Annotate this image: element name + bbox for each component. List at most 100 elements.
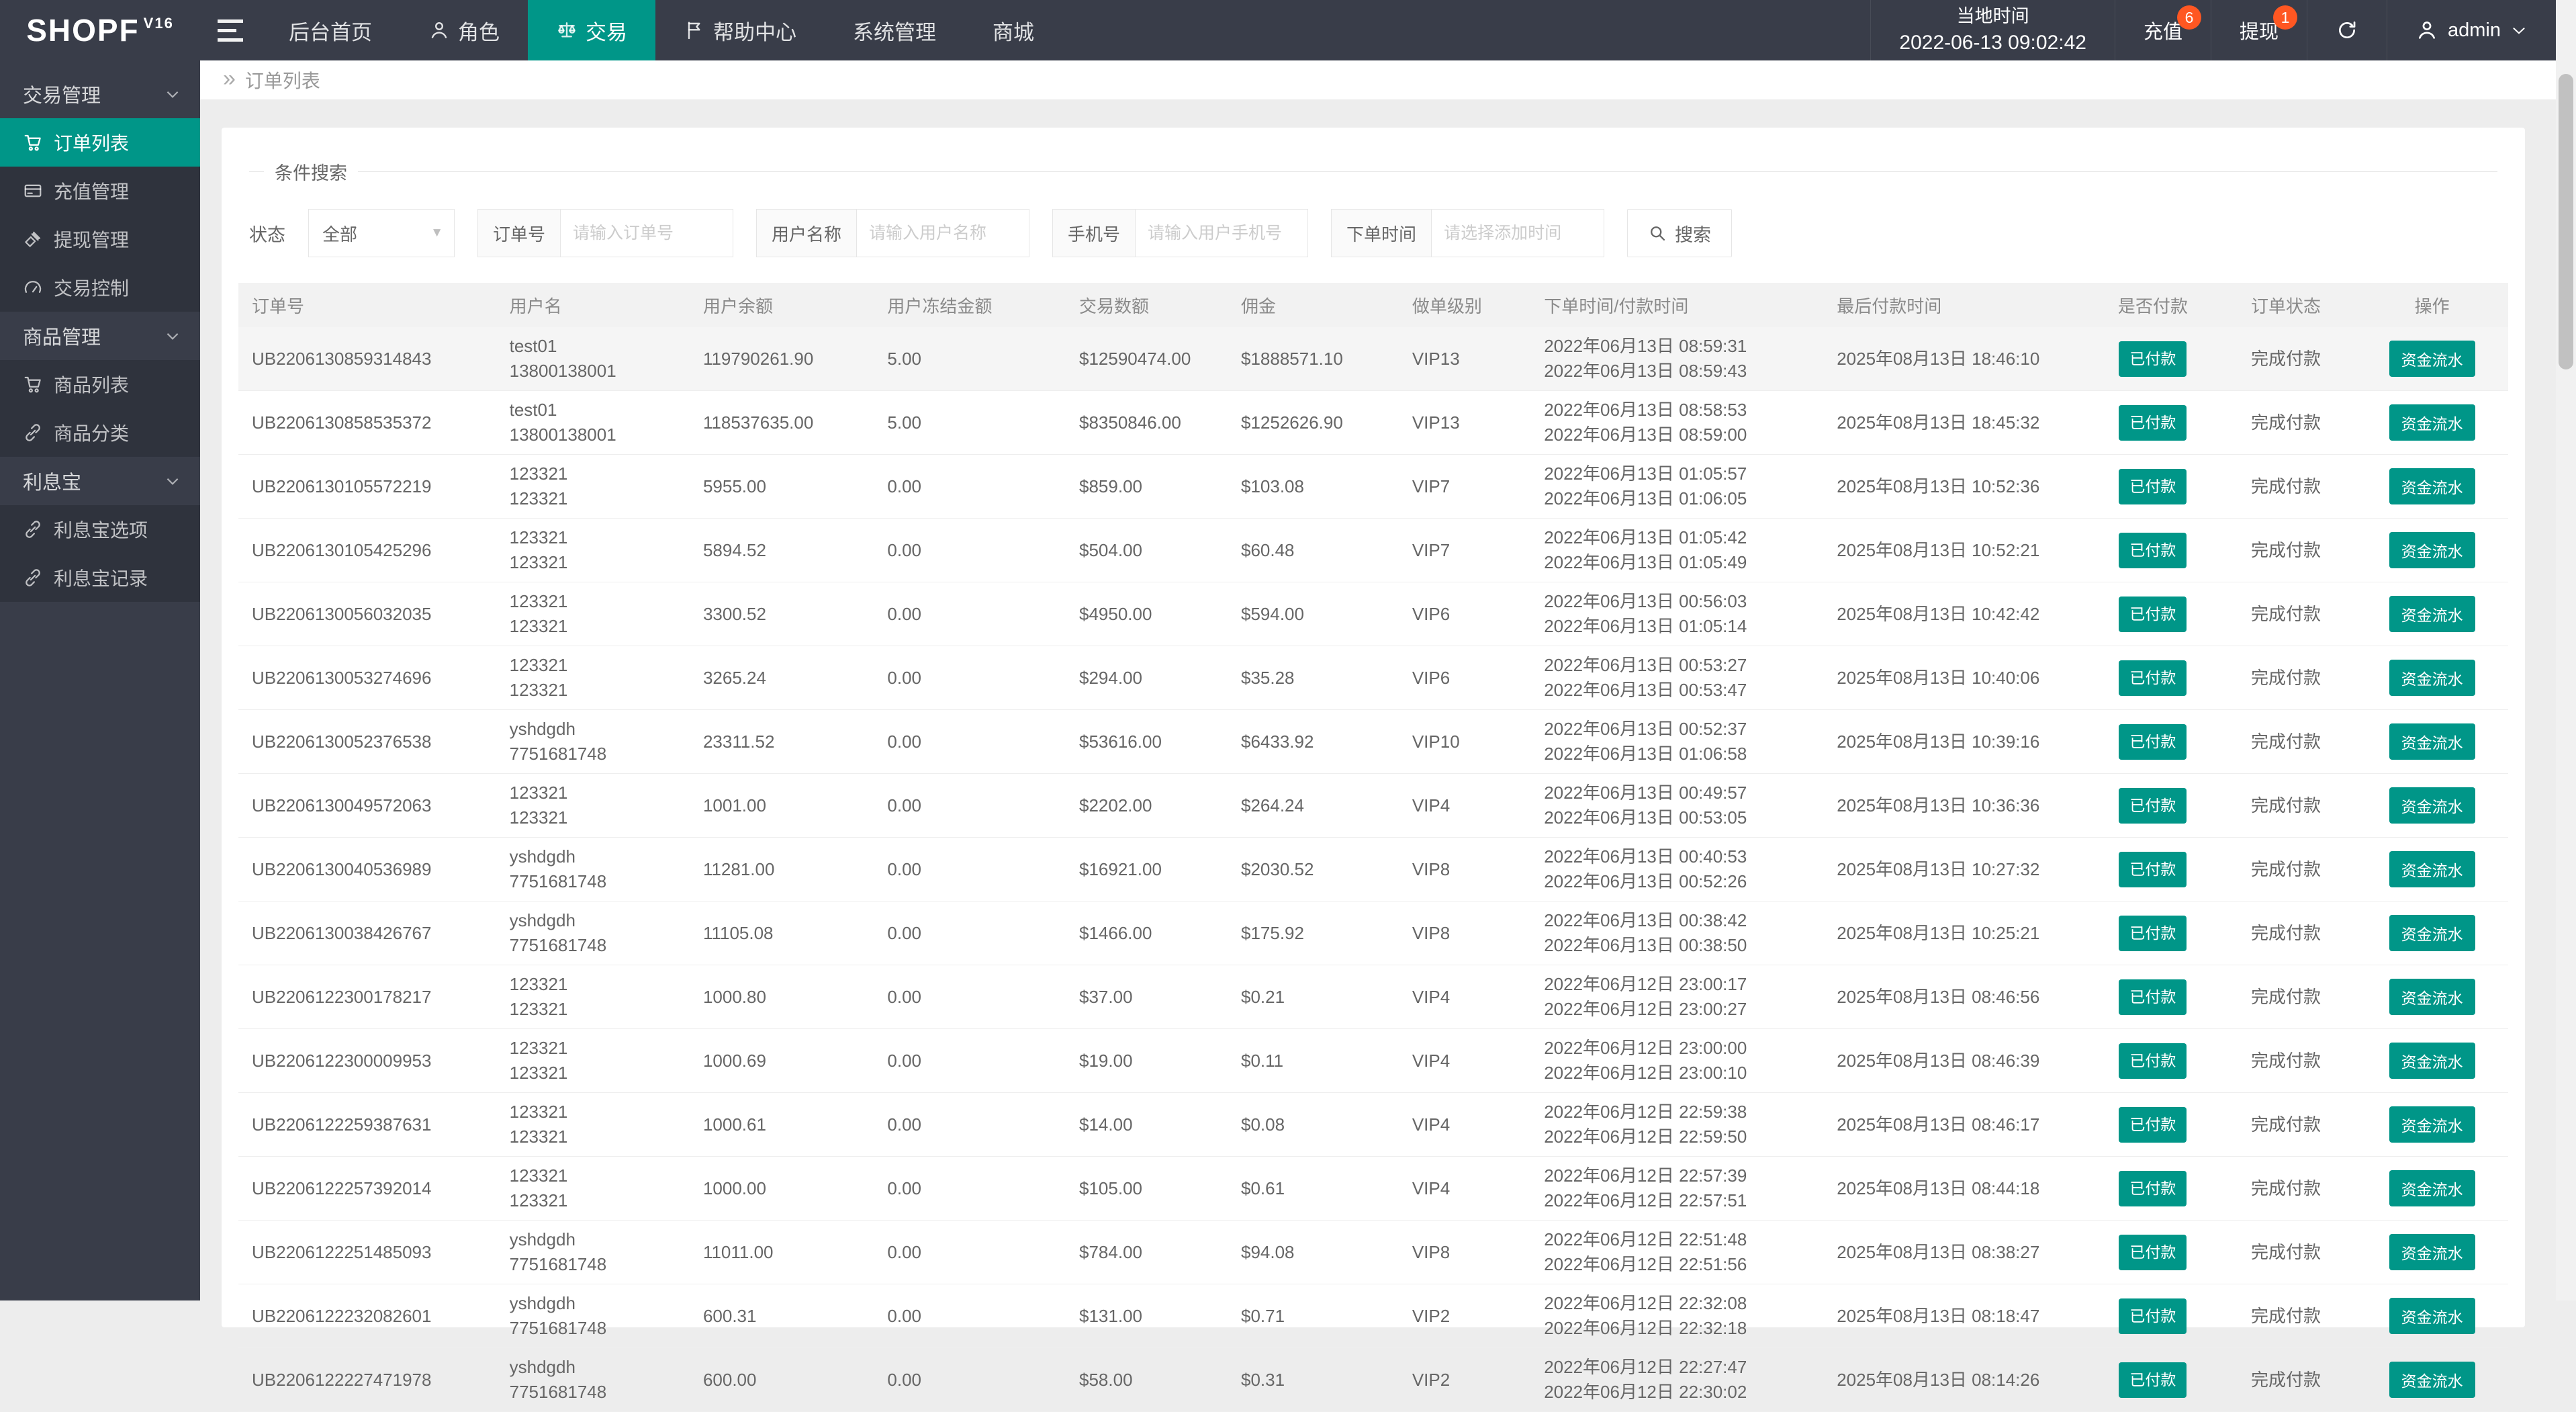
cell-paid: 已付款: [2089, 390, 2216, 455]
fund-flow-button[interactable]: 资金流水: [2389, 723, 2475, 760]
cell-order-no: UB2206130105425296: [238, 518, 496, 582]
sidebar-group-trade-management[interactable]: 交易管理: [0, 70, 200, 118]
cell-balance: 1000.00: [689, 1156, 874, 1221]
cell-last-pay-time: 2025年08月13日 08:18:47: [1823, 1284, 2090, 1348]
header-balance: 用户余额: [689, 283, 874, 327]
cell-balance: 600.31: [689, 1284, 874, 1348]
recharge-shortcut[interactable]: 充值 6: [2114, 0, 2211, 60]
fund-flow-button[interactable]: 资金流水: [2389, 468, 2475, 504]
sidebar-item-order-list[interactable]: 订单列表: [0, 118, 200, 167]
status-selected-value: 全部: [322, 224, 358, 245]
cell-order-no: UB2206122257392014: [238, 1156, 496, 1221]
fund-flow-button[interactable]: 资金流水: [2389, 1362, 2475, 1398]
cell-level: VIP4: [1398, 773, 1531, 838]
status-select[interactable]: 全部 ▼: [308, 209, 455, 257]
table-row: UB2206122227471978 yshdgdh 7751681748 60…: [238, 1348, 2508, 1412]
fund-flow-button[interactable]: 资金流水: [2389, 1234, 2475, 1270]
fund-flow-button[interactable]: 资金流水: [2389, 404, 2475, 441]
nav-trade[interactable]: 交易: [528, 0, 655, 60]
sidebar-item-interest-options[interactable]: 利息宝选项: [0, 505, 200, 554]
cell-order-no: UB2206122300178217: [238, 965, 496, 1029]
cell-paid: 已付款: [2089, 1092, 2216, 1157]
refresh-button[interactable]: [2307, 0, 2387, 60]
fund-flow-button[interactable]: 资金流水: [2389, 1106, 2475, 1143]
search-button[interactable]: 搜索: [1627, 209, 1733, 257]
cell-order-status: 完成付款: [2215, 1028, 2356, 1093]
sidebar-item-product-category[interactable]: 商品分类: [0, 408, 200, 457]
cell-frozen: 0.00: [874, 1348, 1066, 1412]
username-input[interactable]: [856, 209, 1030, 257]
cell-order-no: UB2206122232082601: [238, 1284, 496, 1348]
cell-actions: 资金流水: [2356, 1028, 2508, 1093]
chevron-down-icon: [167, 91, 179, 98]
fund-flow-button[interactable]: 资金流水: [2389, 979, 2475, 1015]
account-menu[interactable]: admin: [2387, 0, 2556, 60]
cell-amount: $14.00: [1066, 1092, 1228, 1157]
cell-balance: 11281.00: [689, 837, 874, 901]
nav-dashboard[interactable]: 后台首页: [289, 20, 372, 44]
fund-flow-button[interactable]: 资金流水: [2389, 787, 2475, 824]
cell-frozen: 0.00: [874, 773, 1066, 838]
cell-last-pay-time: 2025年08月13日 10:42:42: [1823, 582, 2090, 646]
cart-icon: [24, 134, 41, 151]
cell-username: yshdgdh 7751681748: [496, 1284, 690, 1348]
order-status-text: 完成付款: [2251, 539, 2321, 560]
order-status-text: 完成付款: [2251, 795, 2321, 815]
order-no-input[interactable]: [560, 209, 734, 257]
fund-flow-button[interactable]: 资金流水: [2389, 1043, 2475, 1079]
paid-badge: 已付款: [2119, 404, 2187, 441]
phone-label: 手机号: [1052, 209, 1136, 257]
nav-roles[interactable]: 角色: [400, 0, 528, 60]
cell-username: test01 13800138001: [496, 327, 690, 391]
order-no-field-group: 订单号: [477, 209, 734, 257]
sidebar-item-product-list[interactable]: 商品列表: [0, 360, 200, 408]
cell-username: 123321 123321: [496, 454, 690, 519]
sidebar-item-interest-records[interactable]: 利息宝记录: [0, 554, 200, 602]
cell-order-status: 完成付款: [2215, 390, 2356, 455]
cell-paid: 已付款: [2089, 1028, 2216, 1093]
fund-flow-button[interactable]: 资金流水: [2389, 1298, 2475, 1334]
withdraw-shortcut[interactable]: 提现 1: [2210, 0, 2307, 60]
fund-flow-button[interactable]: 资金流水: [2389, 660, 2475, 696]
scrollbar-thumb[interactable]: [2559, 74, 2573, 369]
phone-field-group: 手机号: [1052, 209, 1309, 257]
fund-flow-button[interactable]: 资金流水: [2389, 596, 2475, 632]
cell-paid: 已付款: [2089, 582, 2216, 646]
sidebar-group-product-management[interactable]: 商品管理: [0, 312, 200, 360]
cell-actions: 资金流水: [2356, 454, 2508, 519]
paid-badge: 已付款: [2119, 1106, 2187, 1143]
paid-badge: 已付款: [2119, 660, 2187, 696]
fund-flow-button[interactable]: 资金流水: [2389, 1170, 2475, 1206]
cell-amount: $2202.00: [1066, 773, 1228, 838]
order-time-input[interactable]: [1431, 209, 1605, 257]
collapse-menu-icon[interactable]: [200, 0, 261, 60]
sidebar-item-trade-control[interactable]: 交易控制: [0, 263, 200, 312]
cell-actions: 资金流水: [2356, 773, 2508, 838]
cell-level: VIP13: [1398, 390, 1531, 455]
phone-input[interactable]: [1135, 209, 1309, 257]
cell-balance: 119790261.90: [689, 327, 874, 391]
recharge-count-badge: 6: [2176, 5, 2201, 30]
cell-amount: $53616.00: [1066, 709, 1228, 774]
fund-flow-button[interactable]: 资金流水: [2389, 851, 2475, 887]
cell-balance: 5955.00: [689, 454, 874, 519]
order-status-text: 完成付款: [2251, 667, 2321, 688]
sidebar-item-recharge-management[interactable]: 充值管理: [0, 167, 200, 215]
cell-paid: 已付款: [2089, 646, 2216, 710]
cell-actions: 资金流水: [2356, 1348, 2508, 1412]
nav-help-center[interactable]: 帮助中心: [655, 0, 825, 60]
fund-flow-button[interactable]: 资金流水: [2389, 532, 2475, 568]
cell-level: VIP8: [1398, 901, 1531, 965]
sidebar-item-withdraw-management[interactable]: 提现管理: [0, 215, 200, 263]
nav-system-management[interactable]: 系统管理: [853, 20, 936, 44]
table-row: UB2206130040536989 yshdgdh 7751681748 11…: [238, 837, 2508, 901]
sidebar-group-interest-treasure[interactable]: 利息宝: [0, 457, 200, 505]
cell-order-status: 完成付款: [2215, 1156, 2356, 1221]
cell-frozen: 0.00: [874, 646, 1066, 710]
fund-flow-button[interactable]: 资金流水: [2389, 915, 2475, 951]
nav-mall[interactable]: 商城: [993, 20, 1034, 44]
page-scrollbar[interactable]: [2556, 0, 2576, 1300]
fund-flow-button[interactable]: 资金流水: [2389, 341, 2475, 377]
flag-icon: [688, 21, 700, 40]
cell-frozen: 5.00: [874, 390, 1066, 455]
